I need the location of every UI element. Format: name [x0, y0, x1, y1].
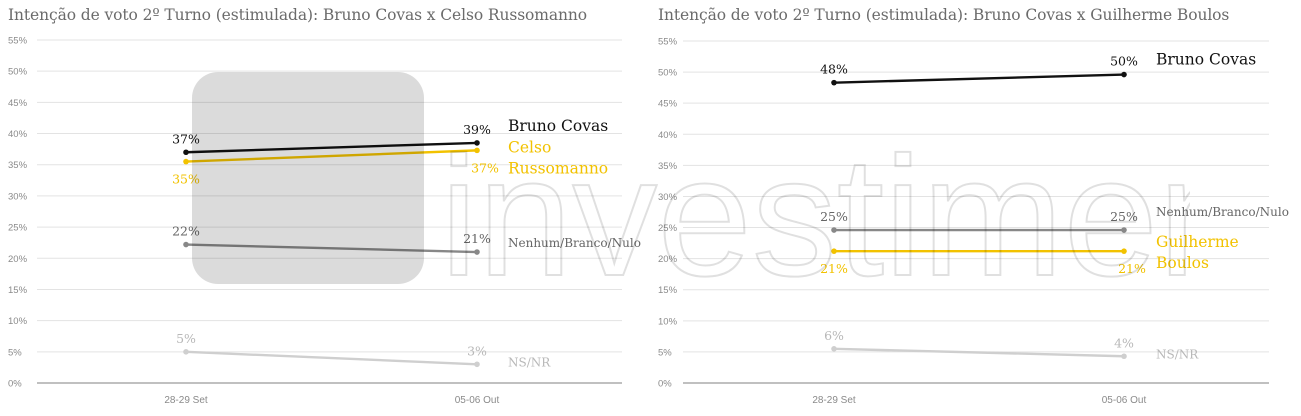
chart-title: Intenção de voto 2º Turno (estimulada): …	[658, 6, 1230, 24]
y-tick-label: 5%	[658, 347, 672, 358]
series-name-label: NS/NR	[1156, 347, 1199, 361]
data-label: 21%	[463, 231, 491, 246]
data-point	[1121, 71, 1127, 78]
data-point	[183, 349, 189, 355]
data-label: 39%	[463, 122, 491, 137]
y-tick-label: 55%	[8, 36, 28, 47]
x-tick-label: 28-29 Set	[164, 395, 208, 406]
data-point	[831, 248, 837, 254]
series-name-label: Nenhum/Branco/Nulo	[1156, 205, 1289, 219]
y-tick-label: 45%	[8, 98, 28, 109]
data-label: 25%	[820, 209, 848, 224]
series-line	[185, 141, 478, 154]
y-tick-label: 40%	[8, 129, 28, 140]
series-name-label: NS/NR	[508, 355, 551, 369]
data-label: 6%	[824, 328, 844, 343]
y-tick-label: 50%	[8, 67, 28, 78]
series-guilherme-boulos: 21% 21% Guilherme Boulos	[820, 233, 1239, 276]
series-bruno-covas: 48% 50% Bruno Covas	[820, 51, 1256, 86]
y-tick-label: 50%	[658, 68, 678, 79]
chart-panel-covas-boulos: Intenção de voto 2º Turno (estimulada): …	[650, 0, 1301, 416]
y-tick-label: 30%	[658, 192, 678, 203]
line-chart: 0% 5% 10% 15% 20% 25% 30% 35% 40% 45% 50% 55% 28-29 …	[8, 36, 641, 407]
series-name-label: Bruno Covas	[1156, 51, 1256, 69]
data-label: 35%	[172, 172, 200, 187]
data-label: 3%	[467, 343, 487, 358]
series-nenhum-branco-nulo: 25% 25% Nenhum/Branco/Nulo	[820, 205, 1289, 233]
y-tick-label: 0%	[658, 379, 672, 390]
data-label: 48%	[820, 62, 848, 77]
data-label: 21%	[1118, 261, 1146, 276]
series-bruno-covas: 37% 39% Bruno Covas	[172, 117, 608, 156]
y-tick-label: 55%	[658, 37, 678, 48]
data-point	[831, 227, 837, 233]
data-point	[1121, 227, 1127, 233]
data-label: 50%	[1110, 54, 1138, 69]
chart-panel-covas-russomanno: Intenção de voto 2º Turno (estimulada): …	[0, 0, 650, 416]
series-name-label: Bruno Covas	[508, 117, 608, 135]
series-line	[833, 73, 1125, 84]
series-name-line: Guilherme	[1156, 233, 1239, 251]
data-label: 21%	[820, 261, 848, 276]
series-name-label: Nenhum/Branco/Nulo	[508, 236, 641, 250]
y-tick-label: 10%	[8, 316, 28, 327]
series-line	[185, 350, 478, 366]
series-nenhum-branco-nulo: 22% 21% Nenhum/Branco/Nulo	[172, 224, 641, 255]
data-label: 5%	[176, 331, 196, 346]
data-point	[183, 149, 189, 156]
y-tick-label: 45%	[658, 99, 678, 110]
data-point	[474, 140, 480, 146]
series-name-line: Celso	[508, 138, 551, 156]
data-label: 4%	[1114, 335, 1134, 350]
data-point	[474, 147, 480, 154]
chart-title: Intenção de voto 2º Turno (estimulada): …	[8, 6, 588, 24]
y-tick-label: 15%	[8, 285, 28, 296]
series-ns-nr: 5% 3% NS/NR	[176, 331, 551, 369]
series-name-label: Celso Russomanno	[508, 138, 608, 177]
y-tick-label: 10%	[658, 316, 678, 327]
y-tick-label: 25%	[658, 223, 678, 234]
data-point	[831, 346, 837, 352]
series-line	[185, 149, 478, 163]
y-tick-label: 20%	[658, 254, 678, 265]
data-label: 22%	[172, 224, 200, 239]
x-tick-label: 05-06 Out	[1102, 395, 1147, 406]
data-point	[831, 79, 837, 86]
data-point	[1121, 353, 1127, 360]
data-label: 37%	[471, 160, 499, 175]
x-tick-label: 05-06 Out	[455, 395, 500, 406]
x-tick-label: 28-29 Set	[812, 395, 856, 406]
series-line	[185, 243, 478, 254]
y-tick-label: 25%	[8, 223, 28, 234]
series-name-label: Guilherme Boulos	[1156, 233, 1239, 272]
series-ns-nr: 6% 4% NS/NR	[824, 328, 1199, 361]
line-chart: 0% 5% 10% 15% 20% 25% 30% 35% 40% 45% 50% 55% 28-29 …	[658, 37, 1289, 407]
series-line	[833, 347, 1125, 358]
data-point	[474, 361, 480, 368]
series-celso-russomanno: 35% 37% Celso Russomanno	[172, 138, 608, 186]
y-tick-label: 15%	[658, 285, 678, 296]
data-point	[183, 158, 189, 165]
data-point	[474, 249, 480, 255]
y-tick-label: 20%	[8, 254, 28, 265]
data-point	[183, 241, 189, 248]
data-point	[1121, 248, 1127, 254]
series-name-line: Russomanno	[508, 159, 608, 177]
series-name-line: Boulos	[1156, 254, 1209, 272]
y-tick-label: 40%	[658, 130, 678, 141]
y-tick-label: 35%	[8, 160, 28, 171]
y-tick-label: 30%	[8, 191, 28, 202]
data-label: 25%	[1110, 209, 1138, 224]
y-tick-label: 5%	[8, 347, 22, 358]
y-tick-label: 35%	[658, 161, 678, 172]
data-label: 37%	[172, 131, 200, 146]
y-tick-label: 0%	[8, 379, 22, 390]
